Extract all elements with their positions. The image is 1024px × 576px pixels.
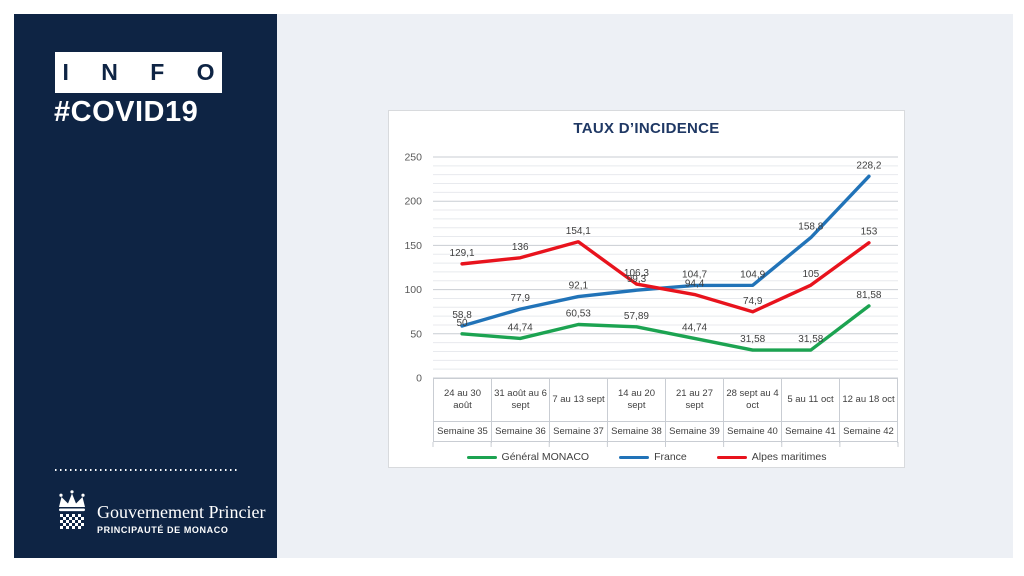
y-axis-tick-label: 150 (404, 240, 422, 252)
x-axis-week-label: Semaine 38 (608, 421, 666, 443)
x-axis-week-label: Semaine 36 (492, 421, 550, 443)
incidence-chart-card: 0 50 100 150 200 250 50 44,74 60,53 57,89 44,74 31,… (388, 110, 905, 468)
legend-label: Général MONACO (501, 451, 590, 463)
y-axis-tick-label: 100 (404, 284, 422, 296)
data-label: 57,89 (624, 311, 649, 322)
info-badge-label: I N F O (62, 59, 228, 85)
data-label: 153 (861, 227, 878, 238)
x-axis-date-label: 24 au 30 août (434, 379, 492, 421)
data-label: 106,3 (624, 268, 649, 279)
data-label: 129,1 (450, 248, 475, 259)
y-axis-tick-label: 250 (404, 152, 422, 164)
data-label: 228,2 (856, 160, 881, 171)
org-text: Gouvernement Princier PRINCIPAUTÉ DE MON… (97, 490, 265, 535)
legend-swatch (619, 455, 650, 459)
x-axis-week-label: Semaine 39 (666, 421, 724, 443)
data-label: 58,8 (452, 310, 472, 321)
x-axis-date-label: 28 sept au 4 oct (724, 379, 782, 421)
y-axis-tick-label: 200 (404, 196, 422, 208)
x-axis-date-label: 7 au 13 sept (550, 379, 608, 421)
x-axis-category-table: 24 au 30 août 31 août au 6 sept 7 au 13 se… (433, 378, 898, 443)
chart-title: TAUX D’INCIDENCE (573, 120, 720, 137)
data-label: 77,9 (510, 293, 530, 304)
data-label: 92,1 (569, 281, 589, 292)
data-label: 74,9 (743, 296, 763, 307)
incidence-line-chart: 0 50 100 150 200 250 50 44,74 60,53 57,89 44,74 31,… (404, 152, 899, 447)
chart-legend: Général MONACO France Alpes maritimes (389, 451, 904, 463)
sidebar: I N F O #COVID19 (14, 14, 277, 558)
crown-icon (59, 490, 85, 529)
legend-item-Alpes maritimes: Alpes maritimes (716, 451, 827, 463)
data-label: 99,3 (627, 274, 647, 285)
data-label: 158,8 (798, 222, 823, 233)
crown-checker-pattern (60, 514, 84, 529)
legend-label: France (654, 451, 687, 463)
x-axis-week-label: Semaine 42 (840, 421, 898, 443)
org-name: Gouvernement Princier (97, 502, 266, 522)
series-line-Alpes maritimes (460, 240, 871, 314)
x-axis-week-label: Semaine 35 (434, 421, 492, 443)
x-axis-date-label: 14 au 20 sept (608, 379, 666, 421)
data-label: 104,9 (740, 269, 765, 280)
org-subtitle: PRINCIPAUTÉ DE MONACO (97, 525, 229, 535)
data-label: 94,4 (685, 279, 705, 290)
data-label: 81,58 (856, 290, 881, 301)
data-label: 50 (457, 318, 469, 329)
y-axis-tick-label: 0 (416, 373, 422, 385)
x-axis-date-label: 31 août au 6 sept (492, 379, 550, 421)
data-label: 104,7 (682, 269, 707, 280)
government-logo: Gouvernement Princier PRINCIPAUTÉ DE MON… (55, 490, 265, 535)
legend-item-Général MONACO: Général MONACO (466, 451, 590, 463)
x-axis-date-label: 21 au 27 sept (666, 379, 724, 421)
x-axis-date-label: 5 au 11 oct (782, 379, 840, 421)
data-label: 60,53 (566, 308, 591, 319)
data-label: 136 (512, 242, 529, 253)
data-label: 154,1 (566, 226, 591, 237)
data-label: 44,74 (508, 322, 533, 333)
series-line-Général MONACO (460, 304, 871, 352)
legend-item-France: France (619, 451, 687, 463)
data-label: 44,74 (682, 322, 707, 333)
x-axis-week-label: Semaine 37 (550, 421, 608, 443)
x-axis-week-label: Semaine 40 (724, 421, 782, 443)
data-label: 31,58 (740, 334, 765, 345)
data-label: 105 (802, 269, 819, 280)
dotted-separator (55, 469, 239, 471)
legend-swatch (716, 455, 747, 459)
x-axis-week-label: Semaine 41 (782, 421, 840, 443)
data-label: 31,58 (798, 334, 823, 345)
covid19-hashtag: #COVID19 (54, 96, 199, 128)
info-badge: I N F O (55, 52, 222, 93)
y-axis-tick-label: 50 (410, 328, 422, 340)
legend-swatch (466, 455, 497, 459)
x-axis-date-label: 12 au 18 oct (840, 379, 898, 421)
legend-label: Alpes maritimes (751, 451, 827, 463)
